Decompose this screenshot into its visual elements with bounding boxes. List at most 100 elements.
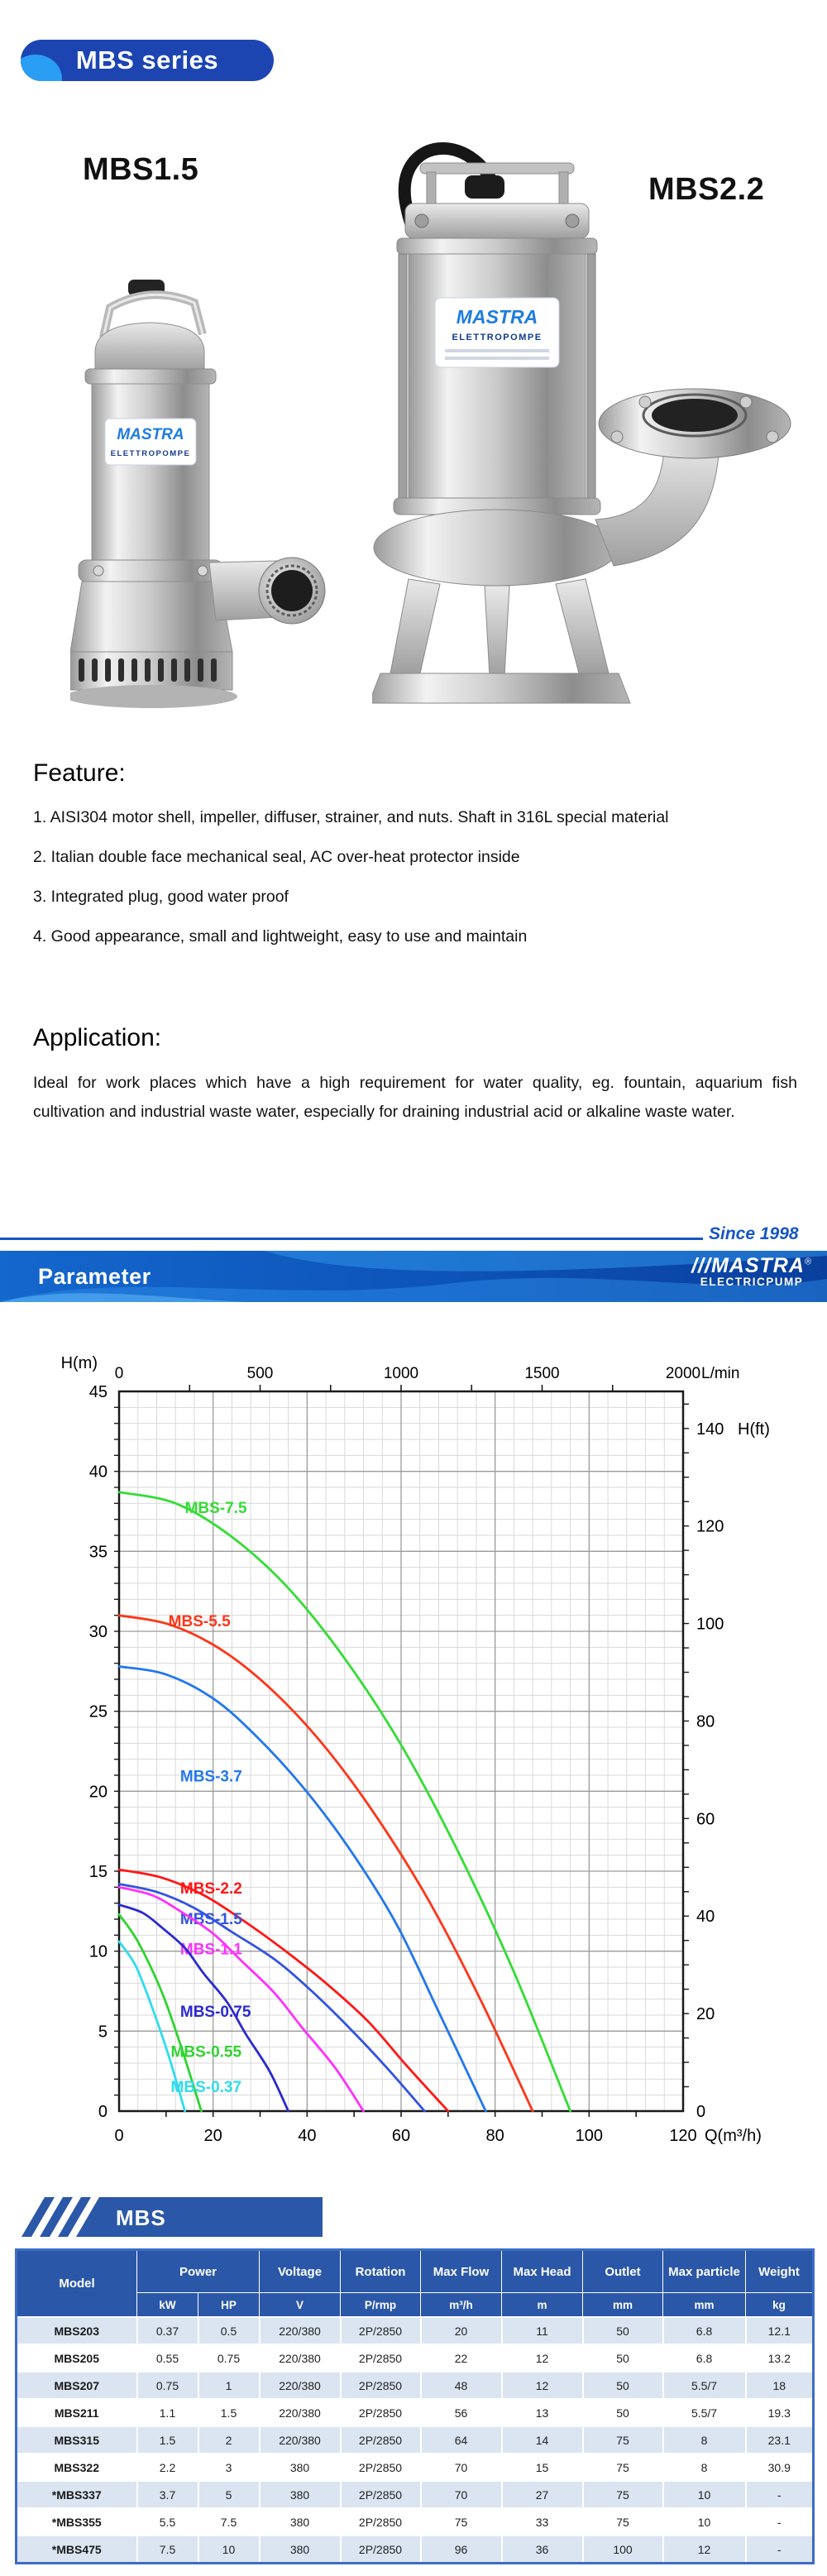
value-cell: 6.8 <box>662 2316 747 2345</box>
value-cell: 22 <box>419 2344 503 2373</box>
curve-label-mbs-1.1: MBS-1.1 <box>180 1942 242 1959</box>
value-cell: 56 <box>419 2398 503 2427</box>
application-heading: Application: <box>33 1024 162 1051</box>
col-header-model: Model <box>16 2249 137 2318</box>
brand-plate-sub: ELETTROPOMPE <box>111 449 191 458</box>
left-axis-label: 40 <box>89 1463 108 1482</box>
value-cell: 2P/2850 <box>339 2480 422 2509</box>
value-cell: 0.75 <box>136 2371 199 2400</box>
value-cell: 50 <box>581 2344 664 2373</box>
table-row: *MBS337 3.7 5 380 2P/2850 70 27 75 10- <box>15 2480 815 2509</box>
pump-base <box>70 685 237 708</box>
value-cell: 10 <box>662 2507 747 2536</box>
model-cell: MBS322 <box>15 2453 138 2482</box>
unit-hp: HP <box>197 2292 261 2318</box>
parameter-banner: Parameter ///MASTRA® ELECTRICPUMP <box>0 1251 827 1302</box>
value-cell: 75 <box>419 2507 503 2536</box>
logo-wordmark: MASTRA <box>710 1254 805 1277</box>
right-axis-label: 40 <box>696 1908 715 1926</box>
curve-mbs-0.55 <box>117 1913 203 2113</box>
value-cell: 2P/2850 <box>339 2398 422 2427</box>
volute-skirt <box>70 581 233 653</box>
col-header-voltage: Voltage <box>259 2249 342 2293</box>
bolt <box>197 565 208 577</box>
application-section: Application: Ideal for work places which… <box>33 1024 797 1127</box>
value-cell: 75 <box>581 2507 664 2536</box>
base-ring <box>372 673 631 704</box>
bottom-axis-label: 100 <box>576 2127 603 2145</box>
value-cell: 220/380 <box>258 2344 342 2373</box>
value-cell: 1.1 <box>136 2398 199 2427</box>
value-cell: 220/380 <box>258 2425 342 2454</box>
value-cell: 5.5/7 <box>662 2398 747 2427</box>
value-cell: 23.1 <box>744 2425 815 2454</box>
value-cell: 50 <box>581 2316 664 2345</box>
table-badge: MBS <box>22 2197 323 2237</box>
col-header-power: Power <box>136 2249 261 2293</box>
value-cell: 7.5 <box>197 2507 261 2536</box>
value-cell: 50 <box>581 2371 664 2400</box>
top-flange <box>396 237 598 255</box>
model-cell: MBS207 <box>15 2371 138 2400</box>
top-axis-label: 500 <box>247 1365 274 1382</box>
value-cell: 33 <box>500 2507 584 2536</box>
value-cell: 0.5 <box>197 2316 261 2345</box>
bolt <box>610 430 624 443</box>
col-header-max-particle: Max particle <box>662 2249 747 2293</box>
series-badge-label: MBS series <box>75 45 219 74</box>
value-cell: 6.8 <box>662 2344 747 2373</box>
col-header-max-flow: Max Flow <box>420 2249 503 2293</box>
bolt <box>414 213 429 228</box>
feature-item-1: 1. AISI304 motor shell, impeller, diffus… <box>33 808 669 826</box>
value-cell: 10 <box>662 2480 747 2509</box>
curve-label-mbs-7.5: MBS-7.5 <box>185 1500 247 1517</box>
value-cell: 5.5 <box>136 2507 199 2536</box>
value-cell: 13.2 <box>744 2344 815 2373</box>
feature-heading: Feature: <box>33 759 126 787</box>
registered-mark-icon: ® <box>804 1257 812 1267</box>
pump-photo-mbs2-2: MASTRA ELETTROPOMPE <box>372 142 791 704</box>
left-axis-label: 30 <box>89 1623 108 1641</box>
model-cell: MBS315 <box>15 2425 138 2454</box>
value-cell: 380 <box>258 2535 342 2564</box>
since-1998-text: Since 1998 <box>709 1224 799 1243</box>
value-cell: 30.9 <box>744 2453 815 2482</box>
curve-mbs-0.37 <box>117 1940 186 2113</box>
clamp-band <box>84 368 217 385</box>
top-axis-label: 1500 <box>524 1365 559 1382</box>
badge-stripe <box>58 2197 91 2237</box>
value-cell: 2P/2850 <box>339 2535 422 2564</box>
curve-mbs-2.2 <box>117 1868 450 2113</box>
value-cell: 2 <box>197 2425 261 2454</box>
bottom-axis-label: 80 <box>486 2127 504 2145</box>
col-header-outlet: Outlet <box>582 2249 664 2293</box>
bolt <box>638 395 652 409</box>
curve-label-mbs-3.7: MBS-3.7 <box>180 1769 242 1786</box>
motor-cap <box>94 322 205 371</box>
value-cell: 380 <box>258 2480 342 2509</box>
value-cell: 48 <box>419 2371 503 2400</box>
pump-photo-mbs1-5: MASTRA ELETTROPOMPE <box>70 280 326 708</box>
value-cell: 64 <box>419 2425 503 2454</box>
stand-leg <box>484 585 510 678</box>
unit-mm-particle: mm <box>662 2292 747 2318</box>
value-cell: 380 <box>258 2507 342 2536</box>
top-axis-label: 0 <box>115 1365 124 1382</box>
model-cell: *MBS355 <box>15 2507 138 2536</box>
logo-subtitle: ELECTRICPUMP <box>700 1276 804 1289</box>
badge-stripe <box>40 2197 73 2237</box>
bolt <box>93 565 104 577</box>
bottom-axis-label: 120 <box>669 2127 696 2145</box>
value-cell: 2P/2850 <box>339 2507 422 2536</box>
bottom-axis-label: 40 <box>298 2127 316 2145</box>
value-cell: 2P/2850 <box>339 2453 422 2482</box>
value-cell: 2P/2850 <box>339 2344 422 2373</box>
curve-label-mbs-0.37: MBS-0.37 <box>171 2079 242 2096</box>
left-axis-label: 5 <box>98 2023 108 2041</box>
unit-prmp: P/rmp <box>340 2292 422 2318</box>
value-cell: 1 <box>197 2371 261 2400</box>
table-row: MBS207 0.75 1 220/380 2P/2850 48 12 50 5.5/7 18 <box>15 2371 815 2400</box>
bolt <box>739 395 753 409</box>
col-header-max-head: Max Head <box>501 2249 584 2293</box>
